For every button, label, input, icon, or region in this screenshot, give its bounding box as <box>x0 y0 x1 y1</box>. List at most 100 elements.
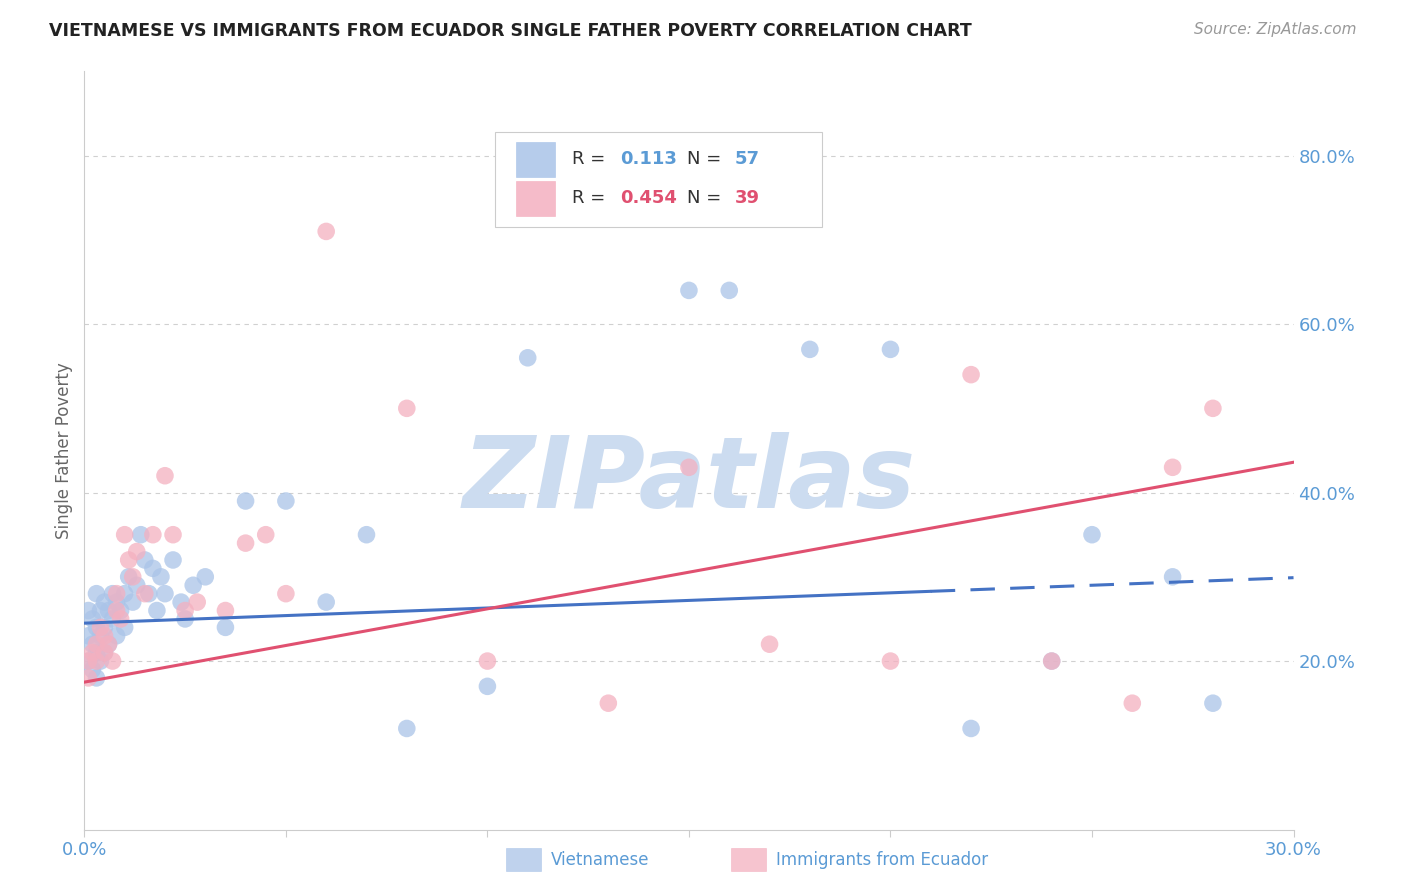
Point <box>162 527 184 541</box>
Text: VIETNAMESE VS IMMIGRANTS FROM ECUADOR SINGLE FATHER POVERTY CORRELATION CHART: VIETNAMESE VS IMMIGRANTS FROM ECUADOR SI… <box>49 22 972 40</box>
Point <box>101 587 124 601</box>
Point <box>93 629 115 643</box>
Point <box>186 595 208 609</box>
Point <box>1161 570 1184 584</box>
Point <box>97 637 120 651</box>
Point <box>153 468 176 483</box>
Point <box>118 553 141 567</box>
Point <box>395 401 418 416</box>
Point <box>77 654 100 668</box>
Point <box>77 603 100 617</box>
Point <box>477 654 499 668</box>
Point <box>960 368 983 382</box>
Point <box>86 587 108 601</box>
Text: 39: 39 <box>735 189 759 207</box>
Point <box>395 722 418 736</box>
Point <box>101 654 124 668</box>
Point <box>110 603 132 617</box>
Point <box>153 587 176 601</box>
Text: Vietnamese: Vietnamese <box>551 851 650 869</box>
Point <box>1202 696 1225 710</box>
Point <box>274 587 297 601</box>
FancyBboxPatch shape <box>516 142 555 178</box>
Point <box>93 646 115 660</box>
Y-axis label: Single Father Poverty: Single Father Poverty <box>55 362 73 539</box>
Point <box>101 612 124 626</box>
Point <box>142 527 165 541</box>
Point <box>118 570 141 584</box>
Point <box>181 578 204 592</box>
Point <box>960 722 983 736</box>
Point <box>879 343 901 357</box>
Point <box>97 637 120 651</box>
Point <box>477 679 499 693</box>
Point <box>315 595 337 609</box>
Point <box>134 587 156 601</box>
Point <box>77 671 100 685</box>
Point <box>138 587 160 601</box>
Point <box>114 527 136 541</box>
Point <box>254 527 277 541</box>
Point <box>678 284 700 298</box>
Point <box>315 224 337 238</box>
Point <box>82 646 104 660</box>
Point <box>1121 696 1143 710</box>
Point <box>105 603 128 617</box>
Point <box>86 671 108 685</box>
Point <box>105 595 128 609</box>
Point <box>121 595 143 609</box>
Point <box>82 663 104 677</box>
Point <box>598 696 620 710</box>
Point <box>97 603 120 617</box>
Point <box>105 629 128 643</box>
Point <box>114 620 136 634</box>
Point <box>1081 527 1104 541</box>
Point <box>134 553 156 567</box>
Text: 0.454: 0.454 <box>620 189 676 207</box>
Point <box>1161 460 1184 475</box>
Point <box>274 494 297 508</box>
Point <box>799 343 821 357</box>
Point <box>142 561 165 575</box>
Point <box>77 654 100 668</box>
Point <box>146 603 169 617</box>
Point <box>86 646 108 660</box>
Point <box>82 637 104 651</box>
Point <box>89 654 111 668</box>
Point <box>82 612 104 626</box>
Point <box>114 587 136 601</box>
Point <box>174 603 197 617</box>
Point <box>758 637 780 651</box>
Point <box>89 603 111 617</box>
Point <box>718 284 741 298</box>
Point <box>93 620 115 634</box>
Point <box>86 654 108 668</box>
Text: R =: R = <box>572 189 605 207</box>
Point <box>125 544 148 558</box>
Point <box>214 603 236 617</box>
Point <box>89 620 111 634</box>
Point <box>194 570 217 584</box>
Point <box>93 595 115 609</box>
Point <box>129 527 152 541</box>
Point <box>110 612 132 626</box>
Point <box>77 629 100 643</box>
Point <box>174 612 197 626</box>
FancyBboxPatch shape <box>516 181 555 217</box>
Text: N =: N = <box>686 150 721 168</box>
FancyBboxPatch shape <box>495 132 823 227</box>
Point <box>1040 654 1063 668</box>
Point <box>170 595 193 609</box>
Point <box>678 460 700 475</box>
Point <box>235 494 257 508</box>
Text: 57: 57 <box>735 150 759 168</box>
Point <box>121 570 143 584</box>
Point <box>235 536 257 550</box>
Text: R =: R = <box>572 150 605 168</box>
Point <box>162 553 184 567</box>
Point <box>214 620 236 634</box>
Point <box>86 620 108 634</box>
Text: 0.113: 0.113 <box>620 150 676 168</box>
Point <box>125 578 148 592</box>
Point <box>516 351 538 365</box>
